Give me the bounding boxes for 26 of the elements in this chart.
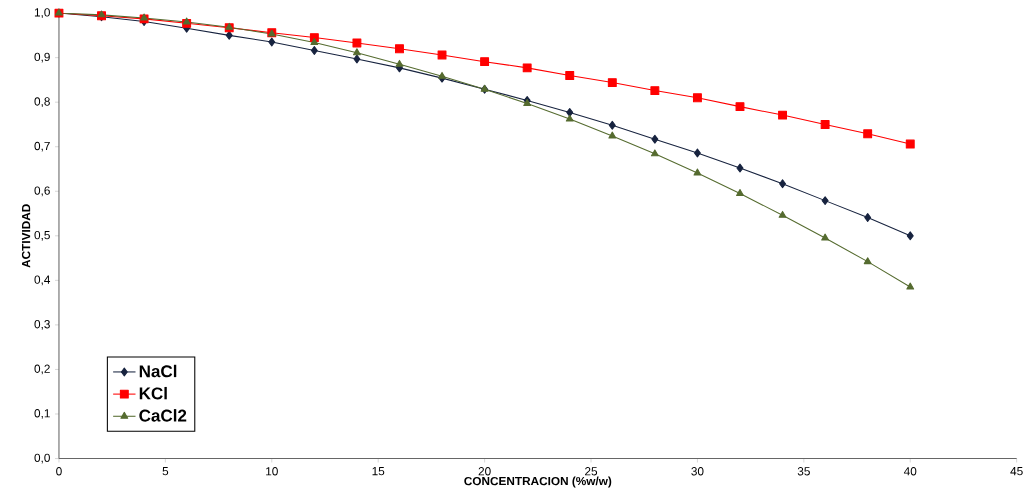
x-tick-label: 10 bbox=[266, 466, 278, 476]
x-tick-label: 15 bbox=[372, 466, 385, 476]
y-tick-label: 0,3 bbox=[34, 319, 50, 330]
y-tick-label: 0,9 bbox=[34, 52, 50, 63]
y-axis-title: ACTIVIDAD bbox=[21, 204, 31, 268]
x-tick-label: 45 bbox=[1010, 466, 1023, 476]
y-tick-label: 0,5 bbox=[34, 230, 50, 241]
y-tick-label: 0,0 bbox=[34, 453, 50, 464]
x-tick-label: 35 bbox=[797, 466, 810, 476]
x-tick-label: 25 bbox=[585, 466, 598, 476]
y-tick-label: 0,1 bbox=[34, 408, 50, 419]
legend-label: KCl bbox=[139, 386, 167, 400]
y-tick-label: 1,0 bbox=[34, 8, 50, 18]
legend-label: CaCl2 bbox=[139, 408, 187, 422]
y-tick-label: 0,6 bbox=[34, 186, 50, 196]
y-tick-label: 0,8 bbox=[34, 97, 50, 107]
y-tick-label: 0,2 bbox=[34, 364, 50, 375]
x-tick-label: 20 bbox=[478, 466, 491, 476]
legend-label: NaCl bbox=[139, 364, 177, 378]
x-axis-title: CONCENTRACION (%w/w) bbox=[464, 476, 612, 488]
x-tick-label: 40 bbox=[903, 466, 917, 476]
y-tick-label: 0,7 bbox=[34, 141, 50, 152]
x-tick-label: 5 bbox=[162, 466, 169, 476]
x-tick-label: 30 bbox=[691, 466, 704, 476]
x-tick-label: 0 bbox=[56, 466, 62, 476]
y-tick-label: 0,4 bbox=[34, 275, 51, 286]
